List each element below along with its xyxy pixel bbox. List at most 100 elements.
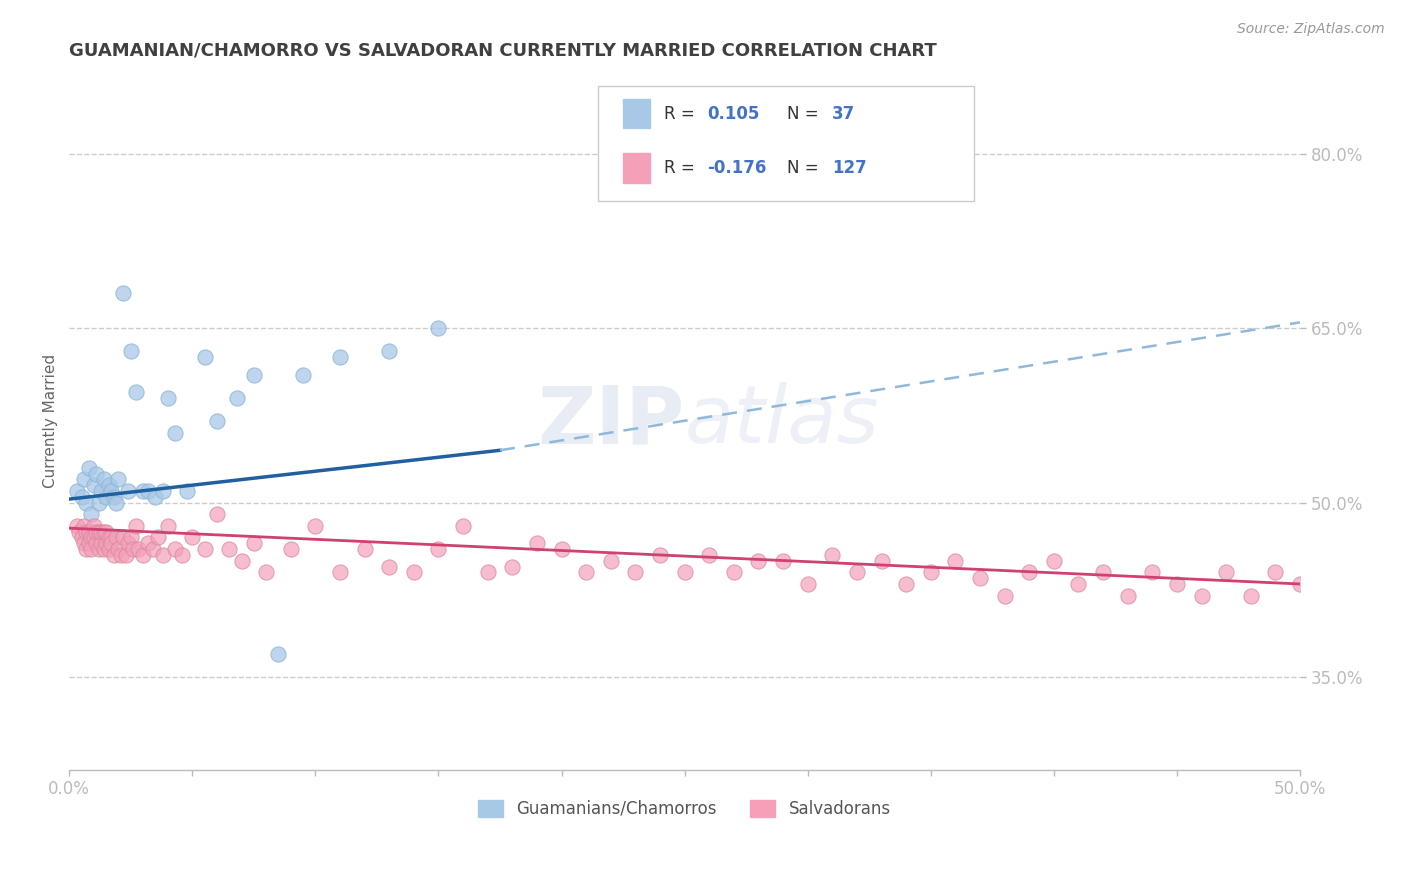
- Point: [194, 351, 217, 365]
- Text: 127: 127: [832, 159, 868, 177]
- Point: [146, 531, 169, 545]
- Point: [105, 495, 128, 509]
- Point: [152, 548, 174, 562]
- Point: [292, 368, 315, 382]
- Point: [205, 414, 228, 428]
- Point: [894, 577, 917, 591]
- Point: [156, 519, 179, 533]
- Point: [97, 542, 120, 557]
- Point: [1362, 589, 1385, 603]
- Point: [103, 548, 125, 562]
- Y-axis label: Currently Married: Currently Married: [44, 354, 58, 488]
- Text: ZIP: ZIP: [537, 382, 685, 460]
- Point: [1339, 577, 1361, 591]
- Point: [65, 519, 87, 533]
- Point: [142, 542, 165, 557]
- Point: [243, 368, 266, 382]
- Point: [87, 542, 110, 557]
- Point: [97, 531, 120, 545]
- Point: [107, 542, 129, 557]
- Point: [145, 490, 167, 504]
- Point: [75, 542, 97, 557]
- Point: [117, 536, 139, 550]
- Point: [1240, 589, 1263, 603]
- Point: [1215, 566, 1237, 580]
- Point: [870, 554, 893, 568]
- Point: [115, 548, 138, 562]
- Bar: [623, 153, 650, 183]
- Point: [97, 478, 120, 492]
- Point: [100, 531, 122, 545]
- Point: [205, 507, 228, 521]
- Point: [73, 472, 96, 486]
- Bar: [623, 99, 650, 128]
- Point: [83, 478, 105, 492]
- Point: [67, 524, 90, 539]
- Point: [329, 351, 352, 365]
- Point: [772, 554, 794, 568]
- Point: [77, 524, 100, 539]
- Point: [87, 524, 110, 539]
- Point: [176, 483, 198, 498]
- Point: [93, 472, 115, 486]
- Point: [969, 571, 991, 585]
- Text: 0.105: 0.105: [707, 104, 759, 122]
- Point: [80, 542, 103, 557]
- Point: [120, 531, 142, 545]
- Point: [93, 542, 115, 557]
- Point: [821, 548, 844, 562]
- Point: [93, 524, 115, 539]
- Point: [96, 490, 118, 504]
- Point: [80, 507, 103, 521]
- Point: [125, 519, 148, 533]
- Point: [90, 536, 112, 550]
- Text: atlas: atlas: [685, 382, 879, 460]
- Point: [994, 589, 1017, 603]
- Point: [624, 566, 647, 580]
- Point: [107, 472, 129, 486]
- Point: [943, 554, 966, 568]
- Point: [77, 536, 100, 550]
- Point: [96, 536, 118, 550]
- Text: N =: N =: [787, 159, 824, 177]
- Point: [477, 566, 499, 580]
- Point: [1313, 589, 1336, 603]
- Point: [747, 554, 769, 568]
- Point: [127, 542, 149, 557]
- Point: [550, 542, 572, 557]
- Point: [120, 344, 142, 359]
- Point: [1289, 577, 1312, 591]
- Point: [156, 391, 179, 405]
- Point: [1067, 577, 1090, 591]
- Point: [575, 566, 598, 580]
- Point: [378, 344, 401, 359]
- Point: [165, 425, 187, 440]
- Point: [723, 566, 745, 580]
- Point: [1191, 589, 1213, 603]
- Point: [132, 548, 155, 562]
- Point: [112, 531, 135, 545]
- Point: [378, 559, 401, 574]
- Point: [181, 531, 204, 545]
- Point: [1043, 554, 1066, 568]
- Text: 37: 37: [832, 104, 855, 122]
- Point: [673, 566, 696, 580]
- Point: [218, 542, 240, 557]
- Point: [112, 286, 135, 301]
- Legend: Guamanians/Chamorros, Salvadorans: Guamanians/Chamorros, Salvadorans: [471, 793, 897, 824]
- Point: [152, 483, 174, 498]
- Point: [1166, 577, 1188, 591]
- FancyBboxPatch shape: [599, 87, 974, 202]
- Point: [73, 519, 96, 533]
- Point: [122, 542, 145, 557]
- Point: [83, 531, 105, 545]
- Point: [84, 536, 107, 550]
- Point: [87, 495, 110, 509]
- Point: [65, 483, 87, 498]
- Point: [304, 519, 326, 533]
- Point: [451, 519, 474, 533]
- Point: [796, 577, 818, 591]
- Text: GUAMANIAN/CHAMORRO VS SALVADORAN CURRENTLY MARRIED CORRELATION CHART: GUAMANIAN/CHAMORRO VS SALVADORAN CURRENT…: [69, 42, 936, 60]
- Point: [1264, 566, 1286, 580]
- Text: -0.176: -0.176: [707, 159, 766, 177]
